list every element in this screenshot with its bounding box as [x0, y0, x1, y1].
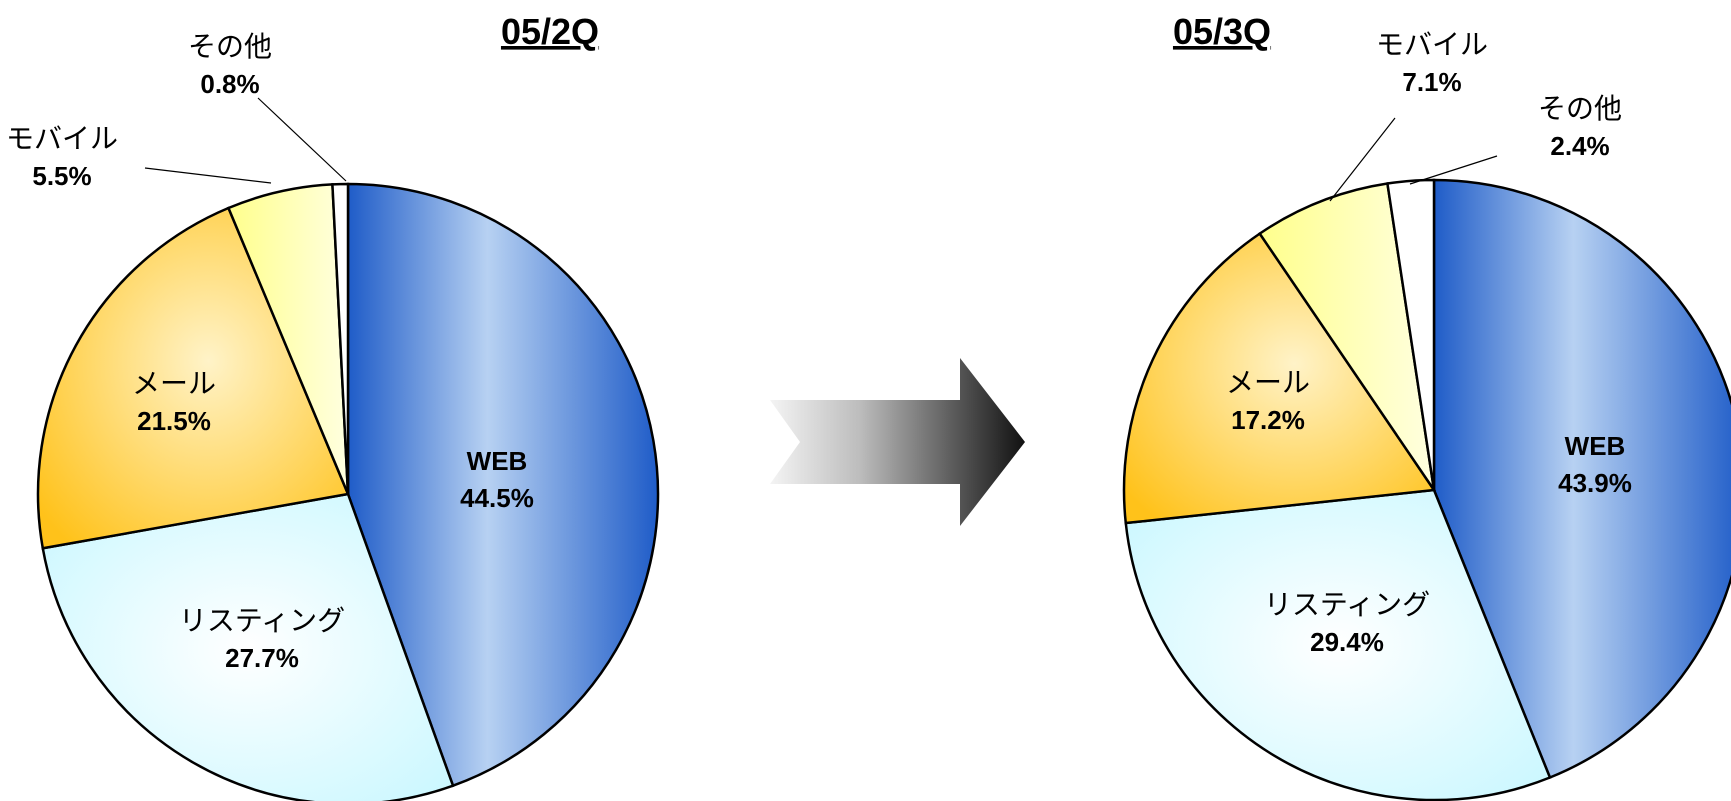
slice-name-label: メール — [1226, 366, 1310, 399]
pie-slice-web — [1432, 178, 1731, 780]
slice-name-label: WEB — [1565, 431, 1626, 461]
slice-name-label: その他 — [1538, 92, 1622, 125]
pie-chart-05-3q: 05/3Q WEB 43.9% リスティング 29.4% メール 17.2% モバイル 7.1%… — [1122, 11, 1731, 801]
slice-name-label: リスティング — [1264, 588, 1430, 621]
slice-value-label: 29.4% — [1310, 627, 1384, 657]
pie-slice-listing — [1124, 488, 1552, 801]
transition-arrow-icon — [770, 358, 1025, 526]
slice-value-label: 0.8% — [200, 69, 259, 99]
leader-line — [257, 97, 347, 182]
leader-line — [1409, 155, 1498, 185]
slice-value-label: 21.5% — [137, 406, 211, 436]
slice-value-label: 7.1% — [1402, 67, 1461, 97]
slice-name-label: モバイル — [6, 122, 118, 155]
leader-line — [1329, 117, 1396, 202]
slice-name-label: リスティング — [179, 604, 345, 637]
chart-title: 05/2Q — [501, 11, 599, 52]
pie-slice-mobile — [1258, 182, 1436, 491]
slice-value-label: 17.2% — [1231, 405, 1305, 435]
slice-name-label: メール — [132, 367, 216, 400]
leader-line — [144, 167, 272, 184]
slice-name-label: その他 — [188, 30, 272, 63]
pie-slice-mail — [1122, 231, 1437, 525]
pie-chart-05-2q: 05/2Q WEB 44.5% リスティング 27.7% メール 21.5% モバイル 5.5%… — [6, 11, 660, 801]
pie-slice-web — [346, 182, 660, 788]
pie-slice-other — [1386, 178, 1436, 491]
chart-title: 05/3Q — [1173, 11, 1271, 52]
slice-value-label: 27.7% — [225, 643, 299, 673]
slice-name-label: モバイル — [1376, 28, 1488, 61]
pie-slice-mail — [36, 206, 350, 550]
slice-value-label: 43.9% — [1558, 468, 1632, 498]
slice-value-label: 44.5% — [460, 483, 534, 513]
slice-value-label: 2.4% — [1550, 131, 1609, 161]
pie-slice-listing — [41, 492, 455, 801]
slice-value-label: 5.5% — [32, 161, 91, 191]
pie-slice-other — [331, 182, 350, 495]
slice-name-label: WEB — [467, 446, 528, 476]
